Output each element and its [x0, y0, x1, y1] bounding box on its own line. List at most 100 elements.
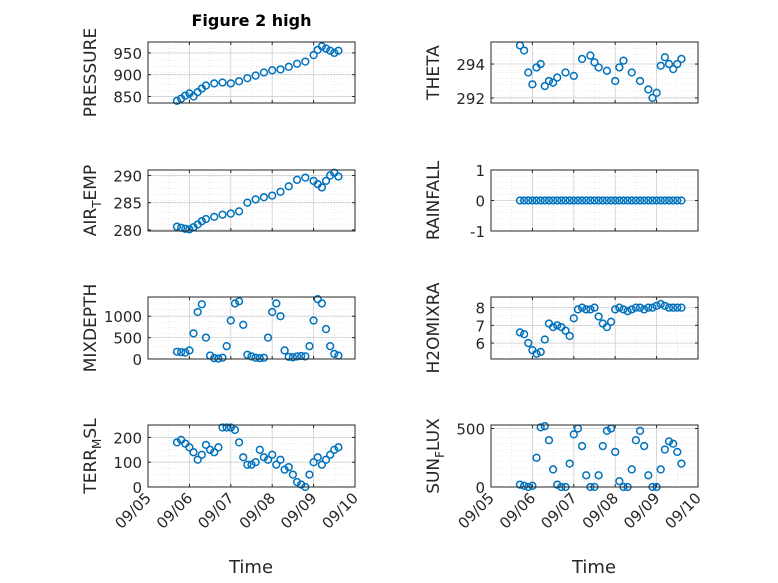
data-point	[677, 459, 686, 468]
data-point	[515, 196, 525, 205]
data-point	[577, 441, 587, 451]
data-point	[548, 78, 558, 87]
data-point	[673, 196, 682, 205]
data-point	[330, 445, 339, 454]
axes-box	[490, 296, 699, 360]
data-point	[321, 324, 331, 334]
data-point	[276, 455, 285, 464]
data-point	[553, 73, 562, 82]
data-point	[519, 196, 529, 205]
x-axis-label-right: Time	[571, 557, 617, 578]
data-point	[193, 307, 202, 317]
data-point	[251, 458, 260, 467]
data-point	[201, 214, 211, 224]
data-point	[640, 305, 649, 314]
data-point	[569, 430, 578, 439]
data-point	[330, 349, 339, 359]
data-point	[309, 316, 318, 325]
data-point	[330, 48, 339, 58]
data-point	[280, 346, 289, 355]
data-point	[317, 460, 327, 469]
data-point	[615, 196, 624, 205]
data-point	[677, 196, 686, 205]
data-point	[243, 74, 252, 83]
data-point	[255, 445, 264, 454]
y-tick-label: 294	[456, 56, 485, 74]
data-point	[210, 353, 219, 363]
data-point	[532, 453, 541, 462]
data-point	[276, 65, 285, 74]
data-point	[326, 46, 335, 55]
data-point	[189, 329, 198, 338]
y-axis-label: SUNFLUX	[424, 418, 447, 494]
axes-box	[490, 41, 699, 104]
data-point	[635, 426, 645, 435]
data-point	[189, 92, 198, 101]
data-point	[268, 307, 277, 317]
data-point	[615, 477, 624, 486]
data-point	[586, 305, 595, 314]
data-point	[557, 196, 566, 205]
data-point	[540, 196, 549, 205]
data-point	[259, 193, 269, 202]
axes-box	[147, 424, 356, 488]
data-point	[611, 76, 620, 86]
data-point	[528, 196, 537, 205]
data-point	[197, 300, 206, 309]
data-point	[292, 175, 302, 184]
y-axis-label: TERRMSL	[81, 418, 104, 495]
data-point	[268, 450, 277, 459]
data-point	[234, 207, 244, 216]
data-point	[652, 196, 661, 205]
data-point	[226, 209, 235, 218]
data-point	[602, 196, 612, 205]
data-point	[611, 196, 620, 205]
data-point	[239, 453, 248, 462]
data-point	[334, 351, 343, 360]
data-point	[586, 196, 595, 205]
data-point	[673, 303, 682, 312]
data-point	[255, 353, 264, 363]
data-point	[214, 443, 223, 452]
data-point	[590, 303, 599, 312]
data-point	[602, 322, 612, 332]
figure-title: Figure 2 high	[191, 11, 312, 30]
data-point	[201, 81, 211, 90]
y-tick-label: 285	[113, 195, 142, 213]
data-point	[606, 317, 616, 326]
data-point	[172, 347, 182, 356]
data-point	[234, 438, 244, 447]
data-point	[640, 196, 649, 205]
data-point	[652, 88, 661, 97]
data-point	[243, 460, 252, 469]
data-point	[321, 455, 331, 464]
data-point	[544, 196, 554, 205]
data-point	[627, 465, 636, 474]
y-tick-label: 0	[475, 479, 485, 497]
y-tick-label: 500	[113, 330, 142, 348]
data-point	[292, 477, 302, 487]
data-point	[582, 196, 591, 205]
data-point	[268, 191, 277, 200]
data-point	[648, 303, 657, 312]
data-point	[569, 71, 578, 81]
data-point	[660, 53, 670, 62]
data-point	[548, 196, 558, 205]
data-point	[321, 176, 331, 186]
data-point	[247, 460, 256, 469]
data-point	[664, 196, 674, 205]
data-point	[590, 58, 599, 67]
data-point	[594, 196, 603, 205]
data-point	[631, 436, 641, 445]
data-point	[548, 322, 558, 332]
y-tick-label: 0	[475, 193, 485, 211]
data-point	[280, 465, 289, 474]
data-point	[272, 460, 281, 469]
data-point	[644, 303, 653, 312]
data-point	[660, 196, 670, 205]
data-point	[573, 305, 583, 314]
data-point	[334, 172, 343, 181]
data-point	[251, 353, 260, 362]
data-point	[181, 348, 190, 357]
